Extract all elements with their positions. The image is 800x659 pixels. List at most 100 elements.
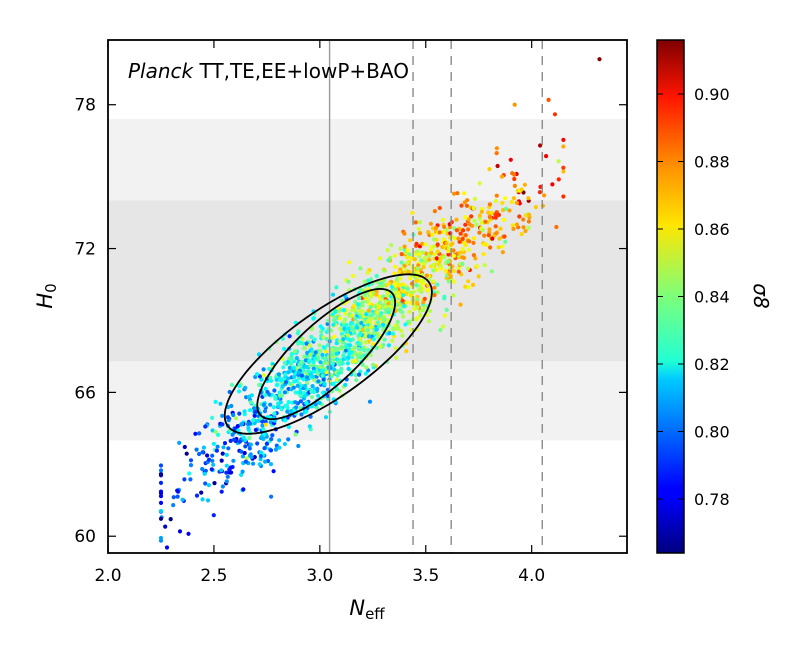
data-point [220, 422, 225, 427]
data-point [275, 382, 280, 387]
data-point [321, 377, 326, 382]
data-point [279, 407, 284, 412]
data-point [414, 241, 419, 246]
data-point [343, 311, 348, 316]
data-point [235, 424, 240, 429]
data-point [283, 418, 288, 423]
data-point [202, 471, 207, 476]
data-point [508, 157, 513, 162]
data-point [272, 388, 277, 393]
data-point [428, 221, 433, 226]
data-point [224, 470, 229, 475]
data-point [261, 373, 266, 378]
data-point [510, 223, 515, 228]
data-point [377, 324, 382, 329]
data-point [232, 437, 237, 442]
data-point [240, 469, 245, 474]
data-point [355, 325, 360, 330]
data-point [225, 474, 230, 479]
data-point [224, 463, 229, 468]
data-point [356, 305, 361, 310]
data-point [268, 448, 274, 453]
data-point [339, 345, 344, 350]
data-point [286, 424, 291, 430]
data-point [517, 214, 522, 219]
plot-frame [107, 39, 628, 554]
data-point [427, 257, 432, 262]
data-point [438, 256, 443, 261]
data-point [423, 242, 428, 247]
data-point [370, 312, 375, 317]
data-point [369, 316, 374, 321]
data-point [352, 345, 357, 350]
data-point [220, 413, 225, 418]
data-point [463, 222, 468, 227]
colorbar-label: σ8 [749, 283, 773, 308]
data-point [503, 239, 508, 244]
data-point [335, 347, 340, 352]
data-point [246, 425, 251, 430]
data-point [286, 400, 291, 405]
data-point [542, 193, 547, 198]
data-point [243, 459, 248, 464]
data-point [211, 462, 216, 467]
data-point [334, 377, 339, 382]
data-point [321, 335, 326, 340]
data-point [471, 282, 476, 287]
data-point [448, 273, 453, 278]
data-point [507, 208, 512, 213]
data-point [364, 312, 369, 317]
data-point [279, 393, 284, 398]
data-point [370, 362, 376, 367]
data-point [438, 327, 443, 333]
data-point [477, 213, 482, 218]
data-point [397, 283, 402, 288]
data-point [315, 405, 320, 410]
data-point [392, 253, 397, 258]
data-point [333, 309, 338, 315]
data-point [366, 334, 371, 339]
data-point [406, 269, 411, 274]
data-point [310, 384, 315, 389]
data-point [337, 339, 342, 344]
data-point [416, 263, 421, 268]
y-tick-label: 66 [74, 383, 96, 403]
data-point [278, 400, 283, 405]
data-point [260, 423, 265, 428]
data-point [247, 394, 252, 399]
data-point [489, 210, 495, 216]
x-tick-label: 3.5 [412, 566, 439, 586]
data-point [289, 352, 294, 357]
data-point [316, 379, 321, 384]
data-point [312, 337, 317, 342]
data-point [302, 354, 307, 359]
data-point [285, 406, 290, 411]
data-point [311, 316, 316, 321]
data-point [231, 458, 236, 463]
data-point [221, 445, 226, 450]
data-point [220, 484, 225, 489]
data-point [323, 349, 329, 354]
data-point [158, 509, 164, 514]
data-point [276, 372, 282, 377]
data-point [188, 477, 193, 482]
data-point [247, 446, 252, 451]
data-point [206, 483, 211, 488]
data-point [471, 240, 476, 245]
data-point [259, 377, 264, 382]
data-point [487, 202, 492, 207]
data-point [487, 227, 492, 232]
data-point [324, 336, 329, 342]
data-point [180, 497, 185, 502]
data-point [496, 245, 501, 250]
data-point [385, 247, 390, 253]
data-point [486, 210, 491, 215]
data-point [342, 326, 347, 331]
data-point [401, 304, 407, 309]
data-point [387, 331, 392, 336]
data-point [277, 445, 282, 450]
data-point [282, 346, 287, 351]
data-point [352, 358, 357, 363]
data-point [363, 292, 368, 298]
data-point [344, 344, 349, 350]
